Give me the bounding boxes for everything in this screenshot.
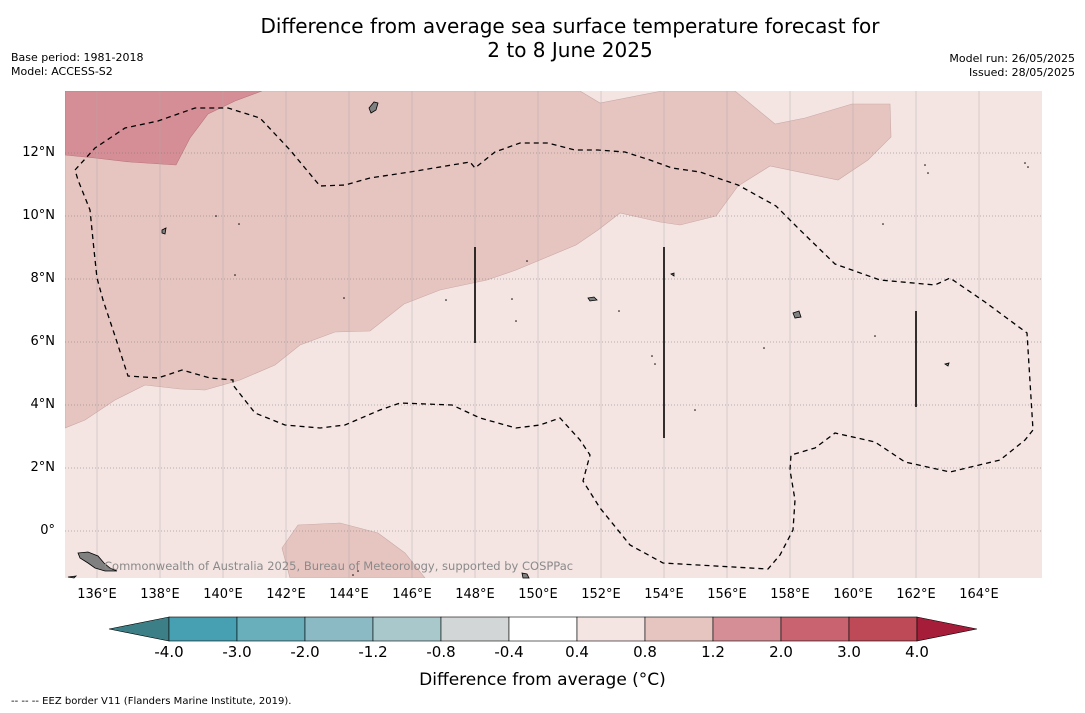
colorbar-bin	[168, 616, 238, 642]
lon-label: 142°E	[266, 587, 306, 602]
island-pohnpei	[670, 272, 675, 277]
colorbar-bin	[440, 616, 510, 642]
colorbar-bin	[576, 616, 646, 642]
colorbar-tick: 0.4	[565, 643, 589, 661]
colorbar-tick: -2.0	[290, 643, 320, 661]
island-chuuk	[587, 296, 598, 302]
sst-anomaly-field	[65, 91, 1042, 578]
colorbar-tick: -0.4	[494, 643, 524, 661]
anomaly-region-0.8-1.2	[65, 91, 892, 429]
lat-label: 6°N	[30, 334, 56, 349]
colorbar-extend-low	[108, 616, 170, 642]
island-sw	[67, 575, 78, 579]
colorbar-tick: 0.8	[633, 643, 657, 661]
title-line-2: 2 to 8 June 2025	[487, 38, 653, 62]
lon-label: 160°E	[833, 587, 873, 602]
lon-label: 164°E	[959, 587, 999, 602]
eez-border	[74, 107, 1034, 570]
colorbar-bin	[644, 616, 714, 642]
colorbar-bin	[372, 616, 442, 642]
lat-label: 10°N	[22, 208, 55, 223]
anomaly-region-0.8-1.2-south	[281, 522, 426, 578]
colorbar-bin	[712, 616, 782, 642]
model-run-date: Model run: 26/05/2025	[949, 52, 1075, 65]
lon-label: 158°E	[770, 587, 810, 602]
model-name: Model: ACCESS-S2	[11, 65, 113, 78]
island-kosrae	[792, 310, 802, 319]
lon-label: 154°E	[644, 587, 684, 602]
lon-label: 152°E	[581, 587, 621, 602]
small-atolls	[215, 162, 1029, 576]
issued-date: Issued: 28/05/2025	[968, 66, 1075, 79]
lat-label: 12°N	[22, 145, 55, 160]
colorbar-tick: 1.2	[701, 643, 725, 661]
island-north	[368, 101, 379, 114]
colorbar-tick: 3.0	[837, 643, 861, 661]
colorbar-tick: 4.0	[905, 643, 929, 661]
chart-title: Difference from average sea surface temp…	[0, 14, 1085, 62]
copyright-watermark: Commonwealth of Australia 2025, Bureau o…	[104, 559, 574, 573]
colorbar-tick: -1.2	[358, 643, 388, 661]
lon-label: 144°E	[329, 587, 369, 602]
map-gridlines	[65, 91, 1042, 578]
island-west	[161, 227, 167, 235]
lon-label: 136°E	[77, 587, 117, 602]
colorbar-title: Difference from average (°C)	[419, 670, 666, 690]
lon-label: 150°E	[518, 587, 558, 602]
colorbar-tick: -0.8	[426, 643, 456, 661]
run-info: Model run: 26/05/2025 Issued: 28/05/2025	[949, 52, 1075, 80]
anomaly-region-1.2-2.0	[65, 91, 263, 166]
colorbar-bin	[304, 616, 374, 642]
eez-solid-segments	[474, 247, 917, 438]
title-line-1: Difference from average sea surface temp…	[260, 14, 880, 38]
lon-label: 140°E	[203, 587, 243, 602]
eez-footnote: -- -- -- EEZ border V11 (Flanders Marine…	[11, 696, 292, 707]
lat-label: 4°N	[30, 397, 56, 412]
colorbar-bin	[236, 616, 306, 642]
colorbar-tick: 2.0	[769, 643, 793, 661]
colorbar-bin	[780, 616, 850, 642]
colorbar-extend-high	[916, 616, 978, 642]
island-new-guinea	[77, 551, 118, 572]
lon-label: 162°E	[896, 587, 936, 602]
lon-label: 156°E	[707, 587, 747, 602]
lat-label: 0°	[40, 523, 55, 538]
colorbar-tick: -3.0	[222, 643, 252, 661]
lat-label: 2°N	[30, 460, 56, 475]
lon-label: 138°E	[140, 587, 180, 602]
land-islands	[67, 101, 950, 579]
island-south	[521, 572, 530, 579]
lon-label: 146°E	[392, 587, 432, 602]
island-east	[944, 362, 950, 367]
colorbar-bin	[508, 616, 578, 642]
colorbar-bin	[848, 616, 918, 642]
lon-label: 148°E	[455, 587, 495, 602]
lat-label: 8°N	[30, 271, 56, 286]
colorbar	[108, 616, 978, 642]
colorbar-tick: -4.0	[154, 643, 184, 661]
model-info: Base period: 1981-2018 Model: ACCESS-S2	[11, 51, 143, 79]
base-period: Base period: 1981-2018	[11, 51, 144, 64]
